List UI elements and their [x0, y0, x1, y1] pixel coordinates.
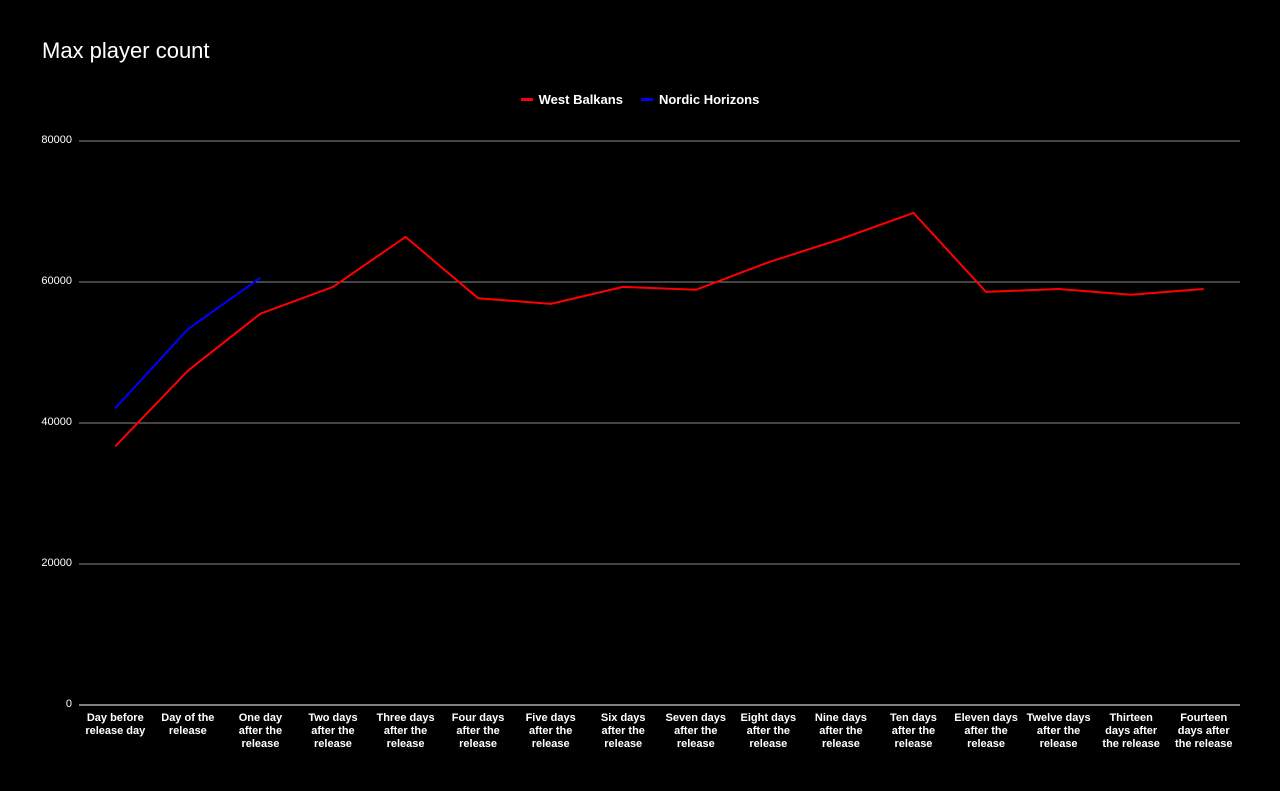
x-tick-label: Six days after the release — [600, 712, 646, 750]
x-tick-label: One day after the release — [238, 712, 283, 750]
series-line-west-balkans[interactable] — [114, 211, 1204, 447]
legend-swatch-red — [520, 98, 533, 101]
y-tick-label: 0 — [65, 698, 72, 710]
y-tick-label: 80000 — [41, 134, 72, 146]
y-tick-label: 40000 — [41, 416, 72, 428]
chart-title: Max player count — [42, 38, 210, 63]
x-tick-label: Nine days after the release — [814, 712, 867, 750]
x-tick-label: Fourteen days after the release — [1174, 712, 1233, 750]
x-tick-label: Four days after the release — [451, 712, 505, 750]
x-tick-label: Eleven days after the release — [954, 712, 1018, 750]
x-tick-label: Day of the release — [161, 712, 215, 737]
x-tick-label: Two days after the release — [308, 712, 358, 750]
legend-item-west-balkans[interactable]: West Balkans — [520, 92, 623, 107]
legend-label: Nordic Horizons — [658, 92, 760, 107]
x-tick-label: Eight days after the release — [740, 712, 797, 750]
legend-swatch-blue — [640, 98, 653, 101]
x-tick-label: Five days after the release — [525, 712, 576, 750]
x-tick-label: Seven days after the release — [665, 712, 727, 750]
legend-label: West Balkans — [538, 92, 623, 107]
x-tick-label: Ten days after the release — [890, 712, 937, 750]
legend: West Balkans Nordic Horizons — [0, 92, 1280, 107]
x-tick-label: Day before release day — [85, 712, 146, 737]
x-tick-label: Three days after the release — [376, 712, 435, 750]
x-tick-label: Twelve days after the release — [1026, 712, 1091, 750]
legend-item-nordic-horizons[interactable]: Nordic Horizons — [640, 92, 760, 107]
y-tick-label: 60000 — [41, 275, 72, 287]
y-tick-label: 20000 — [41, 557, 72, 569]
series-line-nordic-horizons[interactable] — [114, 276, 261, 409]
x-tick-label: Thirteen days after the release — [1102, 712, 1160, 750]
